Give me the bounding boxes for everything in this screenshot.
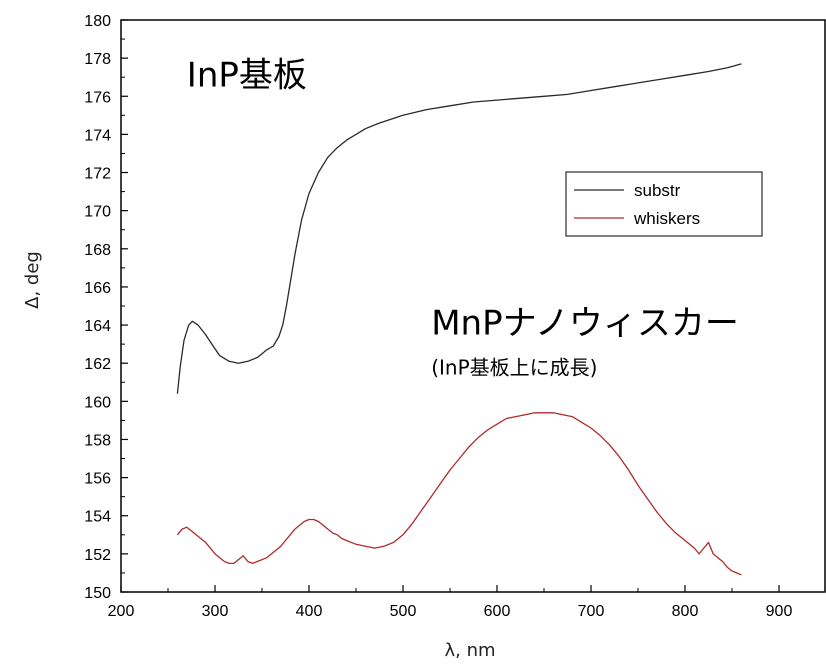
annotation-2: (InP基板上に成長) xyxy=(431,356,597,380)
annotation-0: InP基板 xyxy=(187,56,307,96)
ticks-layer xyxy=(120,19,780,593)
x-tick-label: 200 xyxy=(108,603,135,620)
annotations: InP基板 MnPナノウィスカー (InP基板上に成長) xyxy=(187,56,739,380)
x-axis-label: λ, nm xyxy=(444,640,495,661)
annotation-1: MnPナノウィスカー xyxy=(431,304,739,344)
y-tick-label: 162 xyxy=(84,356,111,373)
y-axis-label: Δ, deg xyxy=(22,251,43,309)
y-tick-label: 170 xyxy=(84,204,111,221)
y-tick-label: 168 xyxy=(84,242,111,259)
x-tick-label: 300 xyxy=(202,603,229,620)
y-tick-label: 156 xyxy=(84,471,111,488)
legend-label-whiskers: whiskers xyxy=(633,209,700,228)
y-tick-label: 180 xyxy=(84,13,111,30)
legend: substr whiskers xyxy=(565,171,763,237)
y-tick-label: 172 xyxy=(84,166,111,183)
y-tick-label: 164 xyxy=(84,318,111,335)
y-tick-label: 158 xyxy=(84,432,111,449)
x-tick-label: 500 xyxy=(390,603,417,620)
y-tick-label: 152 xyxy=(84,547,111,564)
y-tick-label: 176 xyxy=(84,89,111,106)
series-line-whiskers xyxy=(176,412,742,576)
tick-labels: 200 300 400 500 600 700 800 900 150 152 154 156 158 1… xyxy=(84,13,792,620)
y-tick-label: 160 xyxy=(84,394,111,411)
y-tick-label: 150 xyxy=(84,585,111,602)
series-layer xyxy=(176,63,742,576)
x-tick-label: 800 xyxy=(672,603,699,620)
x-tick-label: 700 xyxy=(578,603,605,620)
x-tick-label: 900 xyxy=(766,603,793,620)
x-tick-label: 400 xyxy=(296,603,323,620)
legend-label-substr: substr xyxy=(634,181,681,200)
x-tick-label: 600 xyxy=(484,603,511,620)
y-tick-label: 178 xyxy=(84,51,111,68)
y-tick-label: 166 xyxy=(84,280,111,297)
plot-area: 200 300 400 500 600 700 800 900 150 152 154 156 158 1… xyxy=(84,13,826,620)
series-line-substr xyxy=(176,63,742,394)
y-tick-label: 154 xyxy=(84,509,111,526)
legend-box xyxy=(565,171,763,237)
y-tick-label: 174 xyxy=(84,127,111,144)
